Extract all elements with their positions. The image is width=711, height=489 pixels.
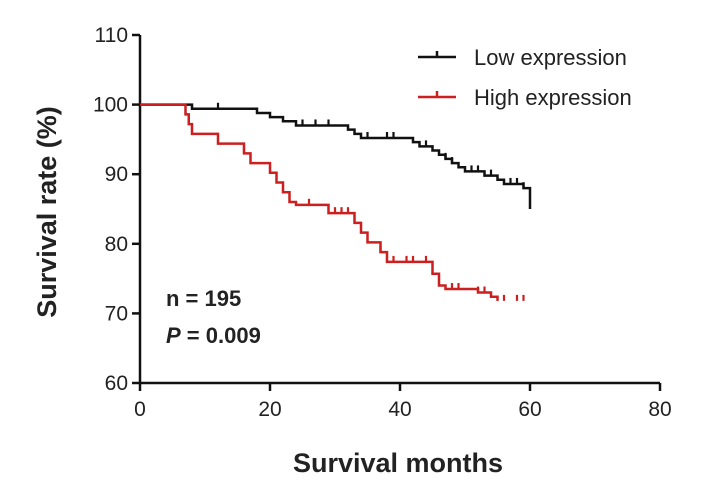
- legend-item-low-expression: Low expression: [418, 45, 627, 70]
- x-tick-label-60: 60: [518, 398, 541, 421]
- x-tick-label-20: 20: [258, 398, 281, 421]
- legend-label-low-expression: Low expression: [474, 45, 627, 70]
- y-tick-label-110: 110: [95, 24, 128, 47]
- p-value-symbol: P: [166, 323, 181, 348]
- y-tick-label-100: 100: [93, 94, 128, 117]
- p-value-text: = 0.009: [181, 323, 261, 348]
- x-tick-label-40: 40: [388, 398, 411, 421]
- legend-item-high-expression: High expression: [418, 85, 632, 110]
- y-axis-title: Survival rate (%): [32, 106, 62, 318]
- x-tick-label-0: 0: [134, 398, 146, 421]
- y-tick-label-70: 70: [105, 302, 128, 325]
- legend-label-high-expression: High expression: [474, 85, 632, 110]
- y-axis: 60 70 80 90 100 110: [93, 24, 142, 395]
- y-tick-label-90: 90: [105, 163, 128, 186]
- series-layer: [140, 102, 532, 301]
- series-line-low-expression: [140, 103, 532, 209]
- series-line-high-expression: [140, 103, 499, 301]
- x-axis-title: Survival months: [293, 448, 503, 478]
- plot-area: 60 70 80 90 100 110 0 20 40 60 80: [93, 24, 672, 421]
- x-axis: 0 20 40 60 80: [134, 381, 672, 421]
- p-value-annotation: P = 0.009: [166, 323, 261, 348]
- y-tick-label-60: 60: [105, 372, 128, 395]
- y-tick-label-80: 80: [105, 233, 128, 256]
- sample-size-annotation: n = 195: [166, 286, 241, 311]
- legend: Low expression High expression: [418, 45, 632, 110]
- x-tick-label-80: 80: [648, 398, 671, 421]
